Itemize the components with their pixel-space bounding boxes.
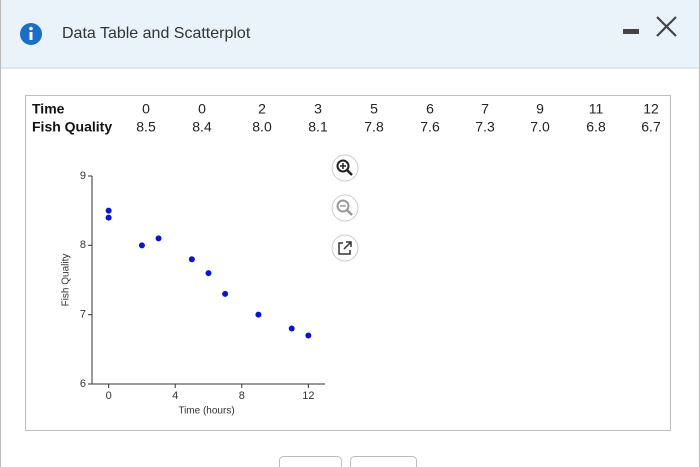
point	[105, 207, 112, 214]
table-cell: 6.7	[641, 119, 661, 135]
row-label: Time	[32, 101, 65, 117]
table-cell: 12	[643, 101, 659, 117]
dialog-title: Data Table and Scatterplot	[62, 25, 251, 42]
table-cell: 3	[314, 101, 322, 117]
table-cell: 0	[198, 101, 206, 117]
info-icon	[20, 23, 42, 45]
x-axis-title: Time (hours)	[178, 406, 234, 417]
point	[305, 332, 312, 339]
close-button[interactable]	[656, 16, 677, 37]
row-label: Fish Quality	[32, 119, 112, 135]
table-cell: 5	[370, 101, 378, 117]
footer-button[interactable]	[279, 456, 342, 467]
table-cell: 8.4	[192, 119, 212, 135]
table-cell: 2	[258, 101, 266, 117]
content-frame	[25, 95, 671, 431]
x-tick-label: 12	[302, 390, 314, 402]
table-cell: 7.8	[364, 119, 384, 135]
minimize-button[interactable]	[623, 29, 639, 34]
table-cell: 7.3	[475, 119, 495, 135]
x-tick-label: 0	[106, 390, 112, 402]
point	[155, 235, 162, 242]
x-tick-label: 8	[239, 390, 245, 402]
point	[205, 270, 212, 277]
y-tick-label: 7	[80, 309, 86, 321]
popout-button[interactable]	[331, 234, 359, 262]
point	[222, 290, 229, 297]
table-cell: 8.1	[308, 119, 328, 135]
point	[138, 242, 145, 249]
point	[105, 214, 112, 221]
table-cell: 11	[589, 101, 604, 117]
point	[255, 311, 262, 318]
table-cell: 8.0	[252, 119, 272, 135]
y-axis-title: Fish Quality	[61, 254, 72, 307]
point	[188, 256, 195, 263]
point	[288, 325, 295, 332]
x-tick-label: 4	[172, 390, 178, 402]
table-cell: 7.6	[420, 119, 440, 135]
y-tick-label: 6	[80, 378, 86, 390]
table-cell: 7	[481, 101, 489, 117]
zoom-in-button[interactable]	[331, 154, 359, 182]
table-cell: 6.8	[586, 119, 606, 135]
footer-button[interactable]	[350, 456, 417, 467]
zoom-out-button[interactable]	[331, 194, 359, 222]
table-cell: 8.5	[136, 119, 156, 135]
y-tick-label: 8	[80, 239, 86, 251]
y-tick-label: 9	[80, 170, 86, 182]
table-cell: 7.0	[530, 119, 550, 135]
table-cell: 9	[536, 101, 544, 117]
header-bar	[0, 0, 700, 68]
table-cell: 0	[142, 101, 150, 117]
table-cell: 6	[426, 101, 434, 117]
